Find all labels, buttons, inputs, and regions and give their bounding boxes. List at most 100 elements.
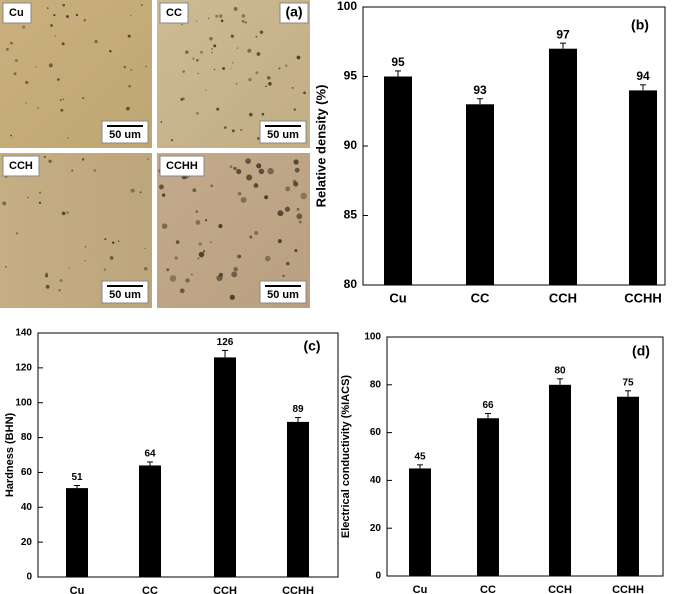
- pore: [10, 41, 13, 45]
- pore: [216, 107, 220, 111]
- pore: [285, 64, 288, 68]
- bar: [384, 76, 412, 285]
- pore: [160, 120, 163, 123]
- pore: [213, 44, 217, 48]
- bar: [409, 468, 431, 576]
- x-tick-label: CCHH: [612, 584, 644, 594]
- pore: [53, 14, 56, 17]
- pore: [5, 265, 7, 268]
- pore: [139, 191, 142, 194]
- pore: [296, 55, 301, 60]
- pore: [196, 59, 199, 62]
- pore: [293, 159, 299, 165]
- pore: [248, 112, 253, 117]
- pore: [50, 24, 53, 27]
- y-tick-label: 85: [344, 208, 358, 222]
- pore: [247, 48, 252, 53]
- pore: [182, 70, 185, 73]
- pore: [83, 18, 87, 22]
- pore: [198, 251, 205, 258]
- plot-frame: [37, 332, 339, 578]
- pore: [196, 112, 199, 115]
- pore: [82, 96, 85, 100]
- pore: [192, 57, 195, 60]
- pore: [240, 196, 247, 203]
- pore: [229, 165, 233, 169]
- pore: [169, 275, 177, 282]
- y-tick-label: 20: [21, 537, 33, 548]
- pore: [2, 201, 7, 206]
- pore: [220, 19, 224, 23]
- y-tick-label: 0: [26, 572, 32, 583]
- x-tick-label: CCHH: [282, 585, 314, 594]
- label-box: [159, 155, 205, 177]
- pore: [233, 166, 237, 171]
- bar: [549, 48, 577, 286]
- pore: [198, 242, 203, 246]
- value-label: 89: [292, 404, 304, 415]
- pore: [62, 3, 65, 7]
- pore: [235, 82, 238, 85]
- pore: [45, 274, 48, 278]
- x-tick-label: CC: [142, 585, 158, 594]
- pore: [294, 167, 300, 173]
- pore: [300, 192, 307, 200]
- panel-label: (d): [632, 343, 650, 359]
- pore: [84, 245, 87, 248]
- pore: [6, 47, 9, 51]
- pore: [232, 61, 234, 64]
- pore: [230, 34, 234, 38]
- label-box: [2, 2, 32, 24]
- pore: [241, 19, 245, 23]
- value-label: 93: [473, 83, 487, 97]
- y-axis-label: Hardness (BHN): [4, 412, 16, 497]
- pore: [231, 271, 238, 278]
- pore: [60, 108, 64, 112]
- pore: [231, 129, 235, 133]
- pore: [10, 134, 13, 137]
- pore: [222, 67, 226, 70]
- pore: [256, 163, 262, 169]
- pore: [58, 289, 61, 292]
- pore: [195, 210, 199, 214]
- y-tick-label: 40: [370, 475, 382, 486]
- y-axis-label: Electrical conductivity (%IACS): [340, 375, 352, 539]
- pore: [43, 155, 47, 159]
- pore: [253, 183, 259, 188]
- pore: [205, 89, 207, 91]
- pore: [264, 195, 269, 200]
- y-tick-label: 0: [375, 571, 381, 582]
- bar: [549, 384, 571, 576]
- pore: [195, 220, 201, 225]
- pore: [144, 267, 148, 271]
- bar: [139, 465, 161, 577]
- bar: [617, 396, 639, 576]
- pore: [94, 39, 98, 44]
- value-label: 66: [482, 400, 494, 411]
- micrograph-label: CCHH: [166, 160, 198, 172]
- pore: [48, 159, 52, 163]
- pore: [241, 14, 246, 18]
- pore: [166, 268, 170, 272]
- label-box: [2, 155, 40, 177]
- pore: [258, 168, 265, 175]
- y-tick-label: 100: [364, 332, 381, 343]
- x-tick-label: CC: [480, 584, 496, 594]
- plot-frame: [386, 336, 664, 577]
- pore: [81, 158, 85, 161]
- pore: [229, 294, 235, 300]
- panel-label-box: [279, 2, 309, 24]
- pore: [277, 210, 284, 217]
- pore: [54, 35, 56, 37]
- pore: [215, 14, 219, 18]
- pore: [75, 13, 79, 17]
- pore: [238, 255, 242, 258]
- pore: [204, 219, 208, 222]
- pore: [211, 51, 213, 54]
- panel-label: (a): [285, 4, 302, 20]
- x-tick-label: CCH: [213, 585, 237, 594]
- y-tick-label: 40: [21, 502, 33, 513]
- pore: [61, 211, 66, 216]
- pore: [265, 255, 271, 262]
